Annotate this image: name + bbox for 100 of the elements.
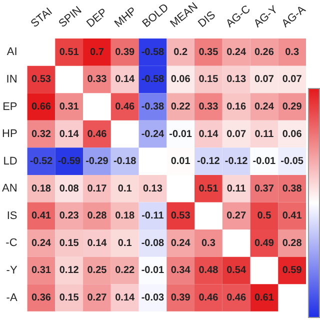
data-label: 0.39 bbox=[115, 46, 135, 58]
data-label: 0.25 bbox=[87, 265, 108, 276]
data-label: 0.01 bbox=[170, 156, 191, 168]
data-label: -0.59 bbox=[58, 156, 81, 168]
data-label: 0.33 bbox=[87, 74, 108, 86]
data-label: 0.27 bbox=[226, 210, 246, 222]
data-label: 0.26 bbox=[254, 46, 274, 58]
data-label: 0.11 bbox=[226, 183, 246, 194]
data-label: 0.08 bbox=[59, 183, 80, 194]
data-label: 0.46 bbox=[226, 292, 246, 304]
data-label: 0.13 bbox=[226, 74, 246, 86]
data-label: -0.12 bbox=[197, 156, 220, 168]
y-tick-label: -A bbox=[6, 292, 18, 304]
data-label: 0.22 bbox=[115, 265, 135, 276]
data-label: 0.06 bbox=[170, 74, 191, 86]
data-label: 0.11 bbox=[254, 128, 274, 140]
data-label: 0.18 bbox=[115, 210, 135, 222]
data-label: 0.27 bbox=[87, 292, 108, 304]
data-label: 0.5 bbox=[257, 210, 272, 222]
data-label: 0.38 bbox=[282, 183, 302, 194]
data-label: 0.22 bbox=[170, 102, 191, 113]
data-label: -0.03 bbox=[141, 292, 165, 304]
data-label: 0.16 bbox=[226, 102, 246, 113]
data-label: 0.49 bbox=[254, 238, 274, 249]
y-tick-label: EP bbox=[2, 100, 18, 113]
data-label: 0.7 bbox=[90, 46, 104, 58]
data-label: 0.1 bbox=[118, 238, 132, 249]
data-label: 0.53 bbox=[31, 74, 52, 86]
data-label: -0.38 bbox=[141, 102, 165, 113]
data-label: -0.11 bbox=[142, 210, 164, 222]
data-label: 0.07 bbox=[282, 74, 302, 86]
data-label: 0.24 bbox=[254, 102, 274, 113]
x-tick-label: DEP bbox=[84, 6, 110, 30]
data-label: -0.52 bbox=[30, 156, 54, 168]
data-label: -0.01 bbox=[141, 265, 165, 276]
data-label: 0.32 bbox=[31, 128, 52, 140]
y-tick-label: AI bbox=[6, 46, 18, 58]
y-tick-label: -C bbox=[6, 237, 18, 250]
y-tick-label: AN bbox=[2, 182, 18, 195]
data-label: 0.54 bbox=[226, 265, 246, 276]
data-label: 0.59 bbox=[282, 265, 302, 276]
data-label: 0.36 bbox=[31, 292, 52, 304]
data-label: 0.35 bbox=[198, 46, 219, 58]
y-tick-label: HP bbox=[2, 128, 18, 140]
data-label: 0.14 bbox=[87, 238, 108, 249]
y-tick-label: LD bbox=[3, 155, 18, 168]
data-label: 0.53 bbox=[170, 210, 191, 222]
data-label: -0.58 bbox=[141, 46, 165, 58]
data-label: 0.18 bbox=[31, 183, 52, 194]
data-label: 0.46 bbox=[115, 102, 135, 113]
y-tick-label: IN bbox=[6, 74, 18, 86]
data-label: 0.48 bbox=[198, 265, 219, 276]
data-label: -0.01 bbox=[169, 128, 192, 140]
data-label: 0.24 bbox=[31, 238, 52, 249]
data-label: 0.24 bbox=[170, 238, 191, 249]
data-label: 0.24 bbox=[226, 46, 246, 58]
data-label: 0.15 bbox=[198, 74, 219, 86]
data-label: 0.33 bbox=[198, 102, 219, 113]
data-label: 0.39 bbox=[170, 292, 191, 304]
data-label: 0.23 bbox=[59, 210, 80, 222]
data-label: 0.14 bbox=[115, 74, 135, 86]
data-label: -0.18 bbox=[113, 156, 137, 168]
data-label: -0.05 bbox=[280, 156, 304, 168]
y-tick-label: IS bbox=[6, 210, 18, 222]
data-label: 0.14 bbox=[198, 128, 219, 140]
data-label: 0.1 bbox=[118, 183, 132, 194]
data-label: 0.15 bbox=[59, 238, 80, 249]
data-label: 0.34 bbox=[170, 265, 191, 276]
data-label: 0.51 bbox=[198, 183, 219, 194]
data-label: 0.28 bbox=[282, 238, 302, 249]
data-label: 0.07 bbox=[226, 128, 246, 140]
data-label: 0.41 bbox=[282, 210, 302, 222]
data-label: -0.12 bbox=[224, 156, 248, 168]
data-label: 0.3 bbox=[201, 238, 216, 249]
data-label: 0.12 bbox=[59, 265, 80, 276]
data-label: 0.37 bbox=[254, 183, 274, 194]
data-label: 0.41 bbox=[31, 210, 52, 222]
data-label: 0.15 bbox=[59, 292, 80, 304]
data-label: -0.08 bbox=[141, 238, 165, 249]
data-label: -0.58 bbox=[141, 74, 165, 86]
data-label: 0.31 bbox=[31, 265, 52, 276]
data-label: 0.2 bbox=[174, 46, 188, 58]
data-label: 0.51 bbox=[59, 46, 80, 58]
y-tick-label: -Y bbox=[6, 264, 18, 276]
data-label: 0.29 bbox=[282, 102, 302, 113]
data-label: 0.13 bbox=[142, 183, 163, 194]
data-label: 0.14 bbox=[115, 292, 135, 304]
data-label: 0.46 bbox=[198, 292, 219, 304]
data-label: 0.3 bbox=[285, 46, 300, 58]
data-label: 0.31 bbox=[59, 102, 80, 113]
data-label: -0.01 bbox=[252, 156, 276, 168]
data-label: -0.29 bbox=[86, 156, 109, 168]
data-label: 0.07 bbox=[254, 74, 274, 86]
data-label: 0.66 bbox=[31, 102, 52, 113]
data-label: -0.24 bbox=[141, 128, 165, 140]
data-label: 0.46 bbox=[87, 128, 108, 140]
data-label: 0.06 bbox=[282, 128, 302, 140]
data-label: 0.61 bbox=[254, 292, 274, 304]
x-tick-label: DIS bbox=[196, 9, 218, 30]
data-label: 0.17 bbox=[87, 183, 108, 194]
